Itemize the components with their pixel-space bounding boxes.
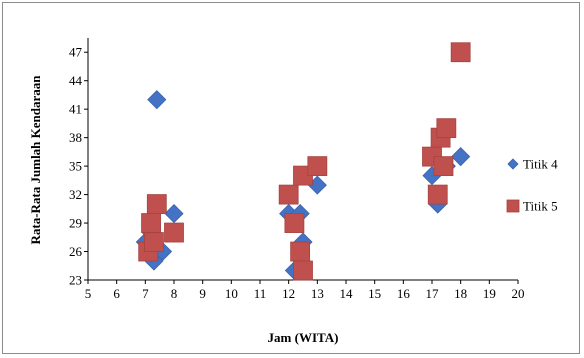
x-tick-label: 7 [142, 286, 149, 301]
x-tick-label: 8 [171, 286, 178, 301]
titik-5-point [144, 232, 164, 252]
x-tick-label: 16 [397, 286, 411, 301]
titik-4-point [451, 147, 471, 167]
titik-5-point [284, 213, 305, 233]
legend-marker-2 [506, 199, 520, 213]
titik-5-point [433, 156, 454, 177]
y-tick-label: 47 [69, 45, 83, 60]
x-tick-label: 6 [113, 286, 120, 301]
y-tick-label: 29 [69, 216, 82, 231]
titik-5-point [278, 184, 299, 205]
y-tick-label: 23 [69, 273, 82, 288]
titik-5-point [164, 222, 184, 243]
titik-5-point [436, 118, 457, 139]
titik-5-point [307, 156, 328, 177]
y-tick-label: 38 [69, 130, 82, 145]
titik-5-point [290, 241, 311, 262]
chart-frame [2, 2, 580, 354]
y-tick-label: 44 [69, 73, 83, 88]
x-axis-title: Jam (WITA) [268, 330, 339, 345]
y-axis-title: Rata-Rata Jumlah Kendaraan [28, 75, 43, 245]
x-tick-label: 9 [199, 286, 206, 301]
titik-4-point [164, 204, 184, 224]
titik-5-point [450, 42, 471, 63]
legend-marker-1 [507, 158, 519, 170]
x-tick-label: 15 [368, 286, 381, 301]
legend-label-1: Titik 4 [523, 157, 558, 172]
x-tick-label: 17 [426, 286, 440, 301]
legend-label-2: Titik 5 [523, 199, 558, 214]
x-tick-label: 14 [340, 286, 354, 301]
x-tick-label: 5 [85, 286, 92, 301]
y-tick-label: 41 [69, 102, 82, 117]
y-tick-label: 35 [69, 159, 82, 174]
x-tick-label: 10 [225, 286, 238, 301]
titik-4-point [147, 90, 167, 110]
x-tick-label: 19 [483, 286, 496, 301]
titik-5-point [427, 184, 448, 205]
x-tick-label: 18 [454, 286, 467, 301]
titik-5-point [293, 260, 313, 281]
x-tick-label: 12 [282, 286, 295, 301]
y-tick-label: 32 [69, 187, 82, 202]
x-tick-label: 13 [311, 286, 324, 301]
x-tick-label: 11 [254, 286, 267, 301]
x-tick-label: 20 [512, 286, 525, 301]
titik-5-point [146, 194, 167, 214]
titik-5-point [141, 213, 161, 233]
y-tick-label: 26 [69, 244, 83, 259]
